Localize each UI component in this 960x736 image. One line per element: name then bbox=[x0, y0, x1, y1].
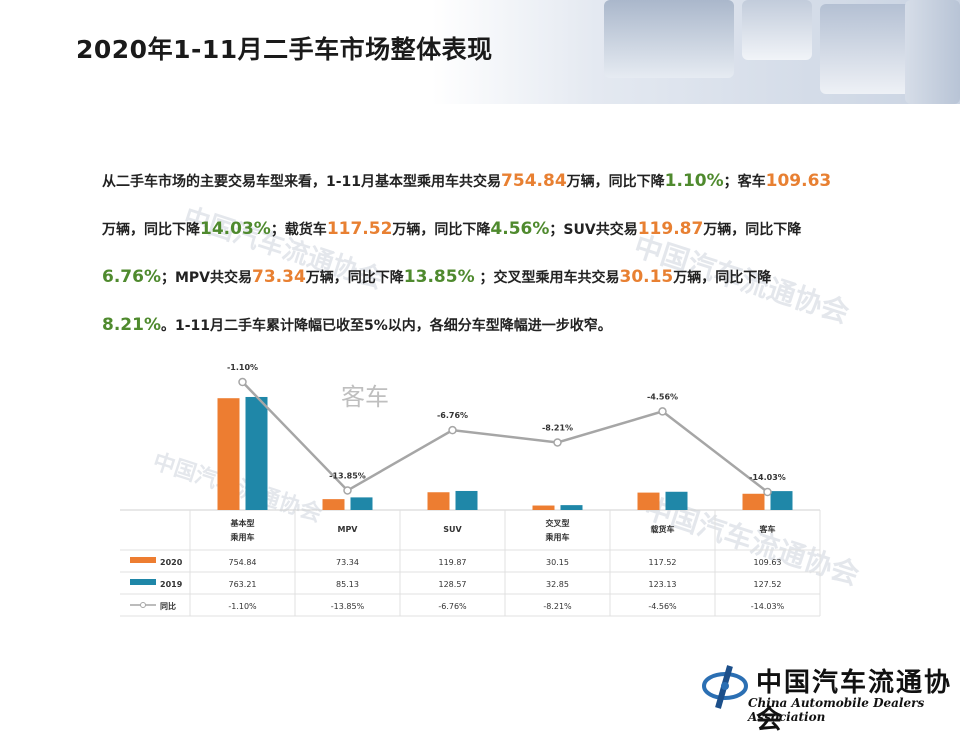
highlight-value: 109.63 bbox=[765, 171, 832, 191]
highlight-value: 1.10% bbox=[664, 171, 724, 191]
category-label: 交叉型 bbox=[546, 518, 570, 528]
highlight-value: 14.03% bbox=[200, 219, 271, 239]
paragraph-text: ；交叉型乘用车共交易 bbox=[474, 270, 620, 286]
bar-2020 bbox=[427, 492, 450, 510]
pct-label: -1.10% bbox=[227, 363, 258, 372]
yoy-point bbox=[448, 425, 457, 435]
table-cell: -1.10% bbox=[228, 602, 257, 611]
yoy-point bbox=[658, 407, 667, 416]
table-cell: 117.52 bbox=[649, 558, 677, 567]
bar-2020 bbox=[532, 505, 555, 510]
table-cell: 127.52 bbox=[754, 580, 782, 589]
highlight-value: 119.87 bbox=[637, 219, 704, 239]
paragraph-text: ；SUV共交易 bbox=[549, 222, 638, 238]
highlight-value: 117.52 bbox=[326, 219, 393, 239]
table-cell: 123.13 bbox=[649, 580, 677, 589]
chart-annotation: 客车 bbox=[341, 383, 389, 411]
bar-2019 bbox=[245, 396, 268, 510]
paragraph-text: 万辆，同比下降 bbox=[566, 174, 665, 190]
highlight-value: 6.76% bbox=[102, 267, 161, 287]
cada-logo: 中国汽车流通协会 China Automobile Dealers Associ… bbox=[696, 658, 956, 735]
yoy-point bbox=[763, 487, 772, 497]
paragraph-text: ；MPV共交易 bbox=[160, 270, 253, 286]
bar-2020 bbox=[217, 398, 240, 510]
paragraph-text: ；载货车 bbox=[270, 222, 327, 238]
decor-cube bbox=[604, 0, 734, 78]
table-cell: 85.13 bbox=[336, 580, 359, 589]
table-cell: 754.84 bbox=[229, 558, 257, 567]
highlight-value: 13.85% bbox=[403, 267, 475, 287]
yoy-line bbox=[241, 381, 769, 493]
paragraph-text: 万辆，同比下降 bbox=[703, 222, 802, 238]
category-label: MPV bbox=[337, 525, 358, 534]
table-cell: 119.87 bbox=[439, 558, 467, 567]
highlight-value: 4.56% bbox=[490, 219, 550, 239]
cada-logo-mark-icon bbox=[702, 665, 748, 709]
table-cell: -13.85% bbox=[331, 602, 365, 611]
paragraph-text: 万辆，同比下降 bbox=[102, 222, 200, 238]
table-cell: -4.56% bbox=[648, 602, 677, 611]
legend-swatch-2020 bbox=[130, 557, 156, 563]
table-cell: -6.76% bbox=[438, 602, 467, 611]
pct-label: -4.56% bbox=[647, 392, 678, 401]
bar-2019 bbox=[560, 505, 583, 510]
bar-2020 bbox=[742, 493, 765, 510]
pct-label: -6.76% bbox=[437, 411, 468, 420]
decor-cube bbox=[905, 0, 960, 104]
bar-2019 bbox=[770, 491, 793, 510]
legend-label: 2020 bbox=[160, 558, 183, 567]
category-label: 客车 bbox=[759, 524, 776, 534]
category-label: 乘用车 bbox=[230, 532, 255, 542]
yoy-point bbox=[238, 377, 247, 387]
page-title: 2020年1-11月二手车市场整体表现 bbox=[76, 35, 493, 64]
paragraph-text: 从二手车市场的主要交易车型来看，1-11月基本型乘用车共交易 bbox=[102, 174, 502, 190]
legend-label: 同比 bbox=[160, 601, 176, 611]
table-cell: -8.21% bbox=[543, 602, 572, 611]
paragraph-text: 万辆，同比下降 bbox=[673, 270, 772, 286]
table-cell: 73.34 bbox=[336, 558, 359, 567]
bar-2020 bbox=[322, 499, 345, 510]
bar-2020 bbox=[637, 492, 660, 510]
legend-swatch-point bbox=[140, 602, 146, 608]
yoy-point bbox=[553, 438, 562, 447]
legend-label: 2019 bbox=[160, 580, 183, 589]
bar-2019 bbox=[455, 490, 478, 510]
table-cell: 32.85 bbox=[546, 580, 569, 589]
pct-label: -13.85% bbox=[329, 471, 366, 480]
yoy-point bbox=[343, 486, 352, 495]
category-label: 基本型 bbox=[230, 518, 255, 528]
pct-label: -14.03% bbox=[749, 473, 786, 482]
category-label: 载货车 bbox=[651, 524, 675, 534]
paragraph-text: ；客车 bbox=[723, 174, 766, 190]
category-label: SUV bbox=[443, 525, 462, 534]
highlight-value: 30.15 bbox=[619, 267, 674, 287]
bar-line-chart: -1.10% -13.85% -6.76% -8.21% -4.56% -14.03% 客车… bbox=[120, 363, 821, 617]
table-cell: 128.57 bbox=[439, 580, 467, 589]
category-label: 乘用车 bbox=[545, 532, 570, 542]
table-cell: -14.03% bbox=[751, 602, 785, 611]
decor-cube bbox=[742, 0, 812, 60]
paragraph-text: 。1-11月二手车累计降幅已收至5%以内，各细分车型降幅进一步收窄。 bbox=[160, 318, 612, 334]
bar-2019 bbox=[665, 491, 688, 510]
table-cell: 109.63 bbox=[754, 558, 782, 567]
summary-paragraph: 从二手车市场的主要交易车型来看，1-11月基本型乘用车共交易754.84万辆，同… bbox=[102, 158, 844, 350]
table-cell: 763.21 bbox=[229, 580, 257, 589]
highlight-value: 8.21% bbox=[102, 315, 161, 335]
highlight-value: 73.34 bbox=[252, 267, 306, 287]
highlight-value: 754.84 bbox=[501, 171, 567, 191]
pct-label: -8.21% bbox=[542, 423, 573, 432]
paragraph-text: 万辆，同比下降 bbox=[392, 222, 491, 238]
bar-2019 bbox=[350, 497, 373, 510]
table-cell: 30.15 bbox=[546, 558, 569, 567]
legend-swatch-2019 bbox=[130, 579, 156, 585]
header-banner: 2020年1-11月二手车市场整体表现 bbox=[0, 0, 960, 104]
paragraph-text: 万辆，同比下降 bbox=[305, 270, 404, 286]
